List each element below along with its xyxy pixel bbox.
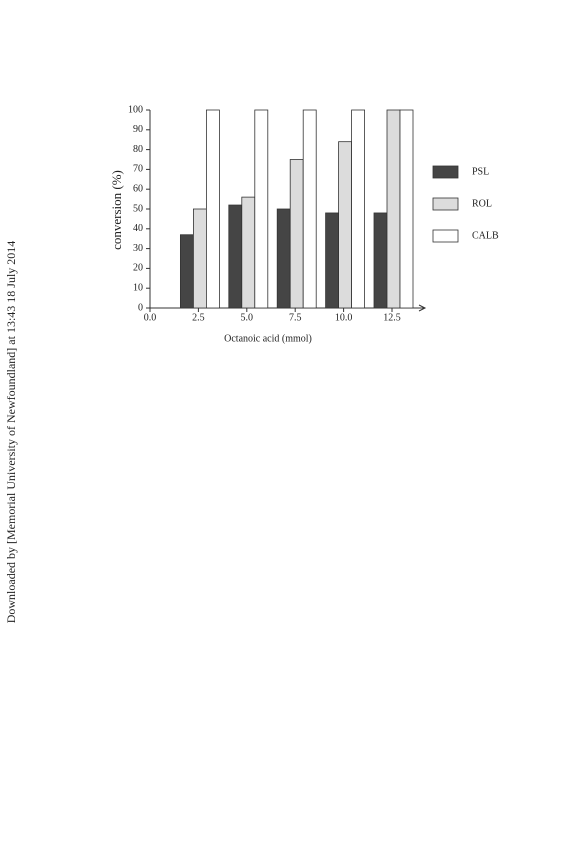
y-tick-label: 70 [133,164,143,175]
bar [325,212,340,309]
y-tick-label: 100 [128,104,143,115]
x-tick-label: 10.0 [335,312,353,323]
legend-swatch [432,165,459,179]
legend-label: PSL [472,166,489,177]
bar [179,234,194,309]
y-tick-label: 90 [133,124,143,135]
y-tick-label: 10 [133,282,143,293]
bar [338,141,353,309]
bar [276,208,291,309]
bar [241,196,256,309]
y-tick-label: 80 [133,144,143,155]
legend-label: CALB [472,230,499,241]
bar [228,204,243,309]
legend-label: ROL [472,198,492,209]
y-tick-label: 40 [133,223,143,234]
x-tick-label: 5.0 [241,312,254,323]
x-axis-label: Octanoic acid (mmol) [224,333,312,344]
legend-swatch [432,197,459,211]
bar [302,109,317,309]
y-tick-label: 30 [133,243,143,254]
x-tick-label: 0.0 [144,312,157,323]
y-tick-label: 20 [133,263,143,274]
bar [373,212,388,309]
y-tick-label: 50 [133,203,143,214]
legend-swatch [432,229,459,243]
y-axis-label: conversion (%) [109,170,124,250]
y-tick-label: 0 [138,302,143,313]
y-tick-label: 60 [133,183,143,194]
x-tick-label: 2.5 [192,312,205,323]
axis-arrow [418,304,427,312]
bar [386,109,401,309]
bar [289,159,304,309]
x-tick-label: 12.5 [383,312,401,323]
bar [351,109,366,309]
download-note: Downloaded by [Memorial University of Ne… [4,241,18,624]
bar [254,109,269,309]
x-tick-label: 7.5 [289,312,302,323]
bar [399,109,414,309]
bar [192,208,207,309]
bar [205,109,220,309]
